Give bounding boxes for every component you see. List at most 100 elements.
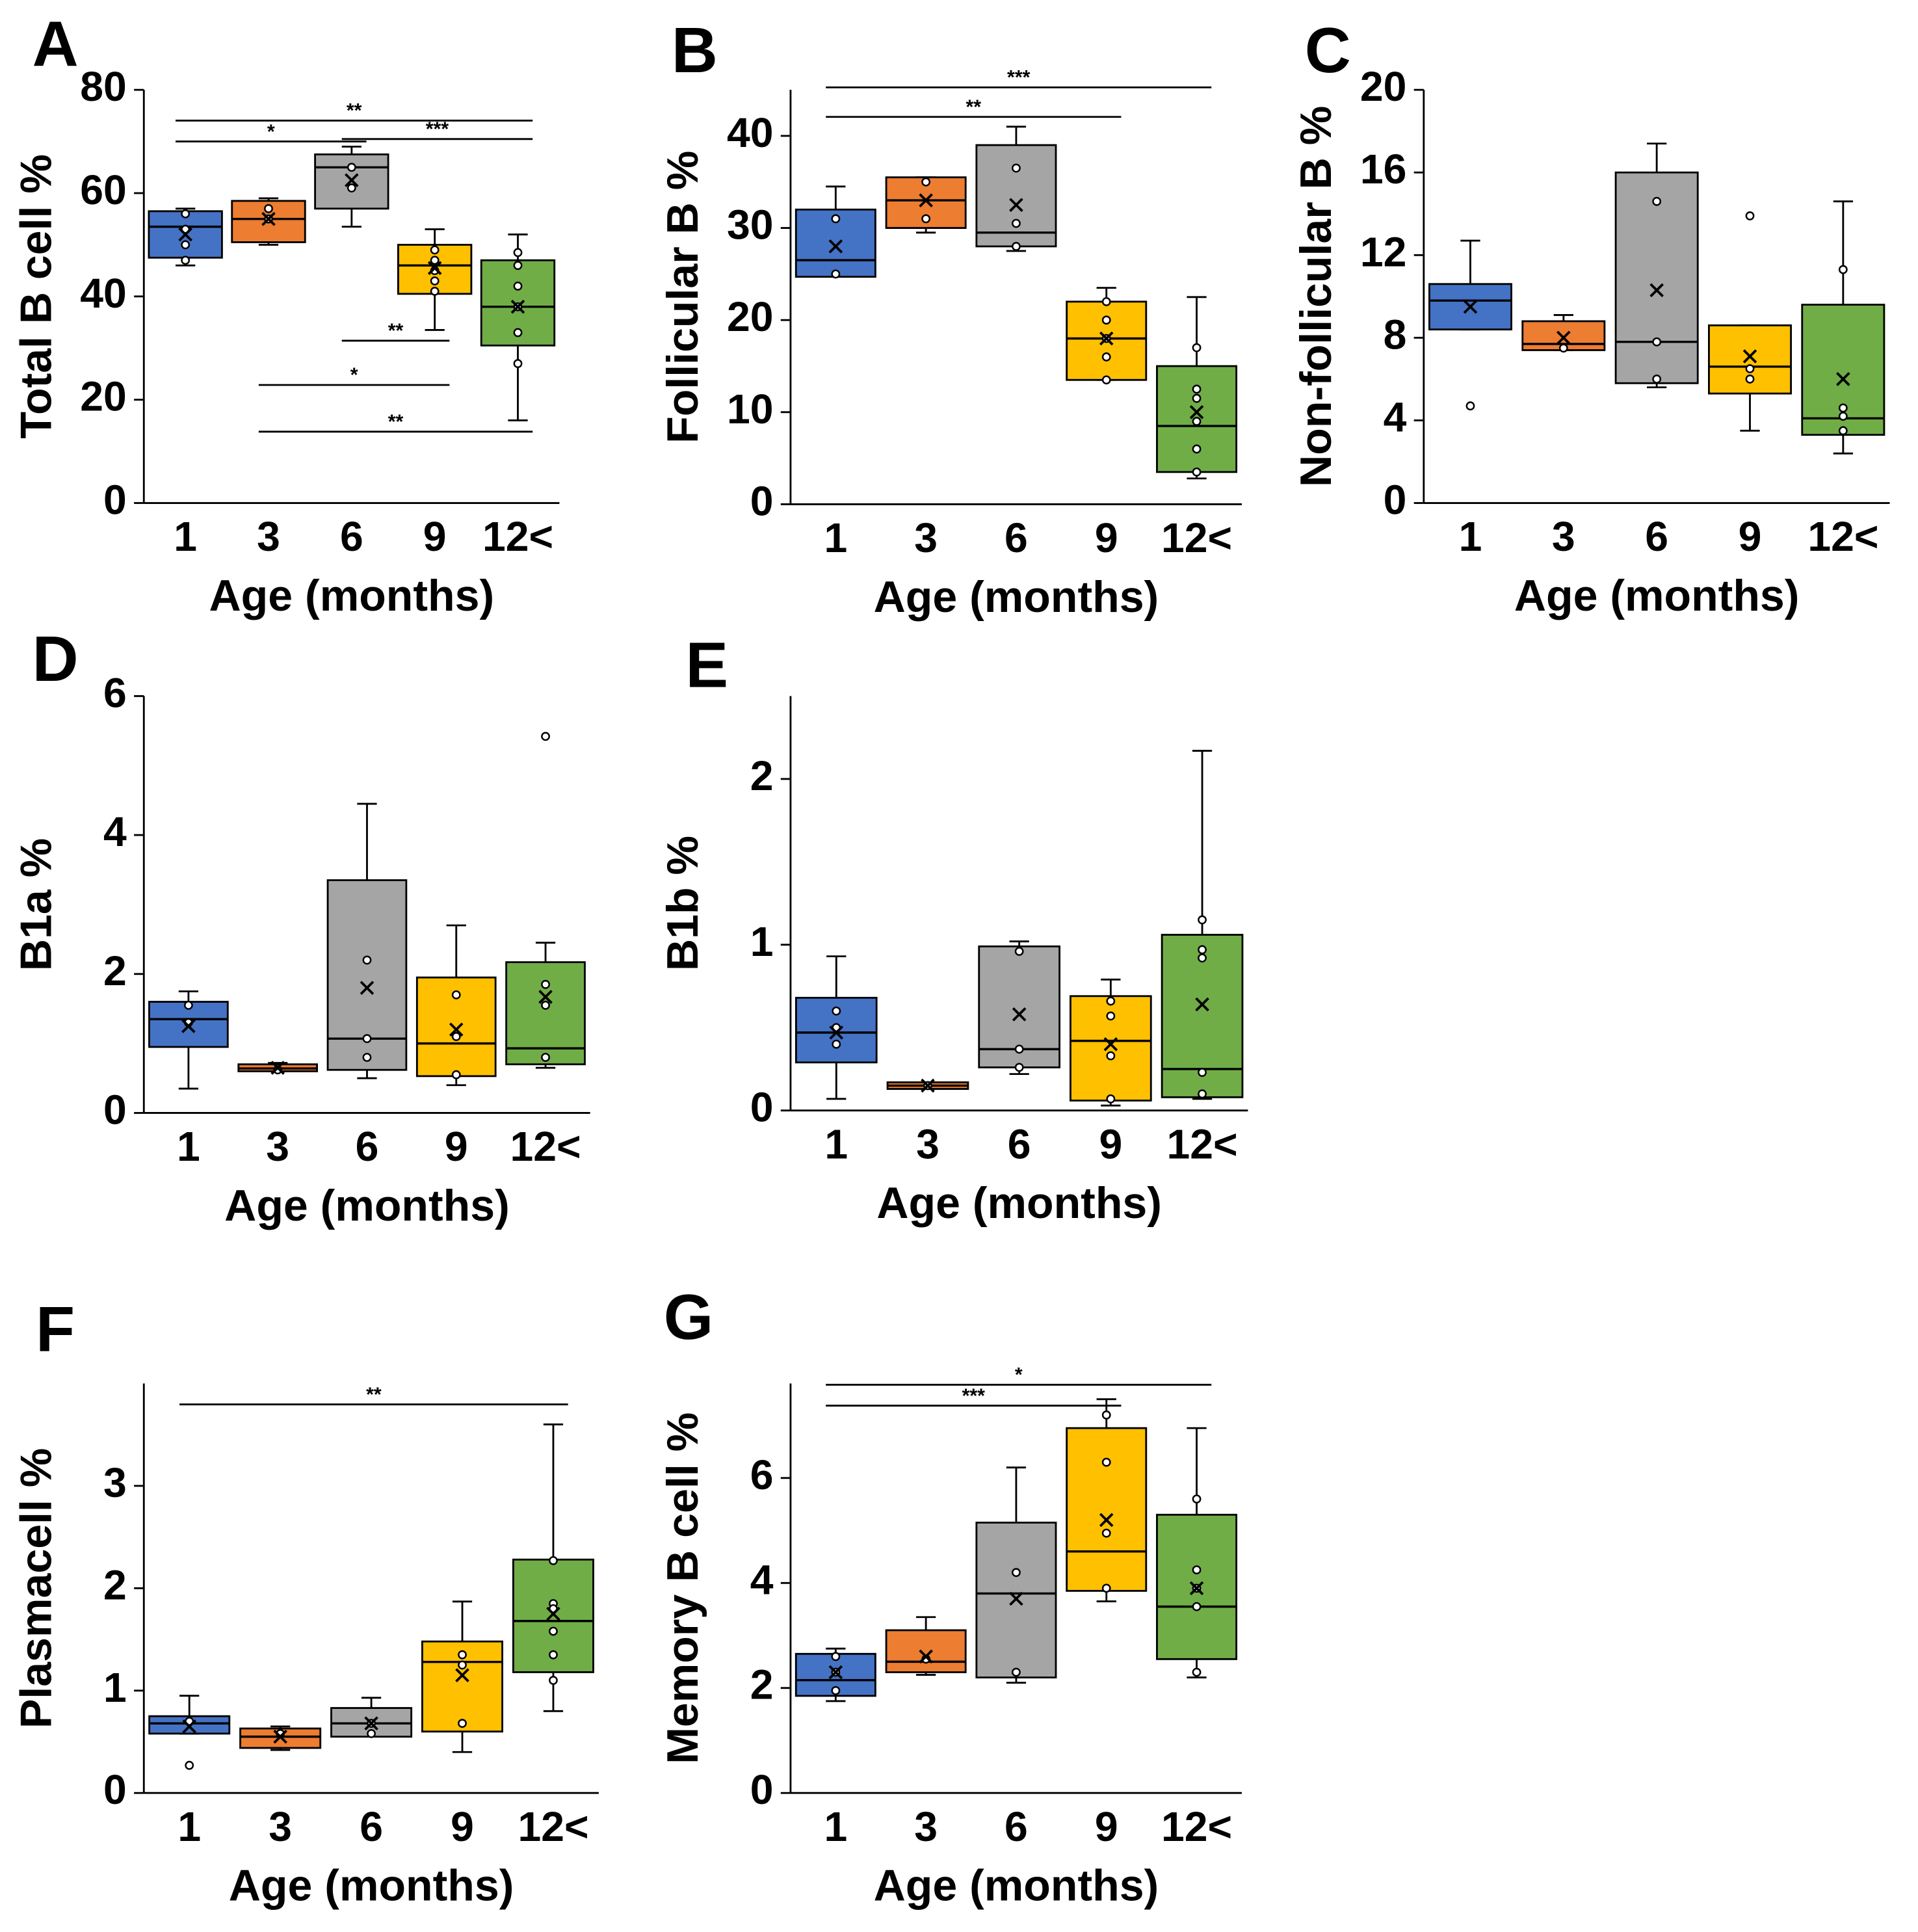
data-point: [1652, 337, 1662, 347]
x-tick-label: 9: [1099, 1120, 1122, 1167]
x-axis-label: Age (months): [874, 1861, 1159, 1911]
x-tick-label: 1: [1459, 513, 1482, 560]
panel-label: A: [33, 8, 79, 80]
data-point: [362, 1034, 372, 1044]
data-point: [458, 1719, 467, 1728]
data-point: [362, 1053, 372, 1062]
x-tick-label: 6: [356, 1123, 379, 1170]
data-point: [458, 1660, 467, 1670]
mean-marker: [829, 1026, 844, 1040]
data-point: [1192, 1667, 1202, 1677]
significance-label: **: [347, 100, 362, 122]
y-tick-label: 16: [1360, 146, 1407, 192]
x-tick-label: 9: [451, 1803, 474, 1850]
data-point: [1012, 163, 1021, 173]
data-point: [1101, 375, 1111, 385]
y-tick-label: 3: [103, 1459, 127, 1506]
y-tick-label: 0: [103, 1086, 127, 1133]
data-point: [1106, 1094, 1116, 1104]
y-tick-label: 4: [1384, 393, 1407, 440]
mean-marker: [455, 1668, 469, 1682]
data-point: [921, 177, 931, 187]
data-point: [1838, 265, 1848, 274]
x-tick-label: 1: [174, 513, 197, 560]
significance-label: **: [388, 412, 404, 433]
mean-marker: [182, 1719, 197, 1734]
data-point: [181, 256, 190, 265]
y-tick-label: 2: [750, 752, 774, 799]
data-point: [1198, 1068, 1207, 1077]
data-point: [458, 1650, 467, 1660]
x-tick-label: 6: [1645, 513, 1668, 560]
data-point: [1106, 1051, 1116, 1061]
data-point: [1014, 947, 1024, 956]
box: [1066, 1427, 1148, 1592]
data-point: [1012, 218, 1021, 228]
data-point: [264, 204, 273, 213]
data-point: [1012, 1667, 1021, 1677]
data-point: [1192, 343, 1202, 352]
x-tick-label: 9: [1095, 1803, 1118, 1850]
x-tick-label: 3: [1552, 513, 1575, 560]
mean-marker: [1463, 299, 1478, 314]
data-point: [1106, 996, 1116, 1006]
data-point: [1745, 211, 1755, 220]
y-axis-label: Plasmacell %: [11, 1448, 60, 1728]
data-point: [451, 1032, 461, 1041]
y-tick-label: 2: [103, 947, 127, 994]
data-point: [549, 1555, 558, 1565]
data-point: [185, 1760, 194, 1770]
x-tick-label: 3: [916, 1120, 939, 1167]
data-point: [1465, 401, 1475, 411]
mean-marker: [1099, 1513, 1114, 1528]
y-axis-label: B1b %: [658, 836, 707, 971]
y-tick-label: 0: [103, 477, 127, 523]
x-tick-label: 12<: [1161, 514, 1232, 561]
x-tick-label: 1: [177, 1123, 200, 1170]
data-point: [541, 732, 550, 741]
panel-label: B: [672, 14, 718, 86]
y-tick-label: 1: [750, 918, 774, 965]
x-tick-label: 3: [914, 514, 938, 561]
data-point: [1014, 1044, 1024, 1054]
x-axis-label: Age (months): [224, 1181, 510, 1230]
panel-label: F: [36, 1293, 75, 1365]
mean-marker: [538, 990, 553, 1004]
data-point: [1838, 426, 1848, 436]
y-tick-label: 6: [103, 669, 127, 716]
x-tick-label: 9: [423, 513, 447, 560]
data-point: [1745, 375, 1755, 384]
mean-marker: [181, 1019, 196, 1033]
data-point: [1192, 1565, 1202, 1575]
box: [1428, 283, 1512, 331]
data-point: [367, 1729, 376, 1738]
y-tick-label: 0: [750, 1084, 774, 1131]
data-point: [1192, 444, 1202, 454]
panel-label: E: [686, 629, 729, 701]
x-tick-label: 12<: [482, 513, 553, 560]
data-point: [541, 1053, 550, 1062]
mean-marker: [270, 1061, 285, 1075]
x-tick-label: 6: [340, 513, 363, 560]
data-point: [513, 328, 523, 337]
data-point: [451, 990, 461, 999]
x-tick-label: 3: [914, 1803, 938, 1850]
data-point: [549, 1676, 558, 1685]
data-point: [1198, 953, 1207, 963]
y-tick-label: 0: [103, 1766, 127, 1813]
x-tick-label: 6: [360, 1803, 383, 1850]
mean-marker: [1557, 330, 1571, 345]
y-tick-label: 0: [750, 477, 774, 524]
y-tick-label: 20: [1360, 63, 1407, 110]
y-tick-label: 0: [1384, 477, 1407, 523]
data-point: [1192, 467, 1202, 477]
y-tick-label: 6: [750, 1451, 774, 1498]
mean-marker: [1649, 283, 1664, 298]
mean-marker: [919, 1649, 933, 1664]
x-tick-label: 1: [824, 514, 847, 561]
data-point: [1012, 1568, 1021, 1578]
data-point: [1198, 945, 1207, 955]
mean-marker: [364, 1716, 378, 1730]
data-point: [1838, 403, 1848, 413]
significance-label: **: [388, 321, 404, 342]
